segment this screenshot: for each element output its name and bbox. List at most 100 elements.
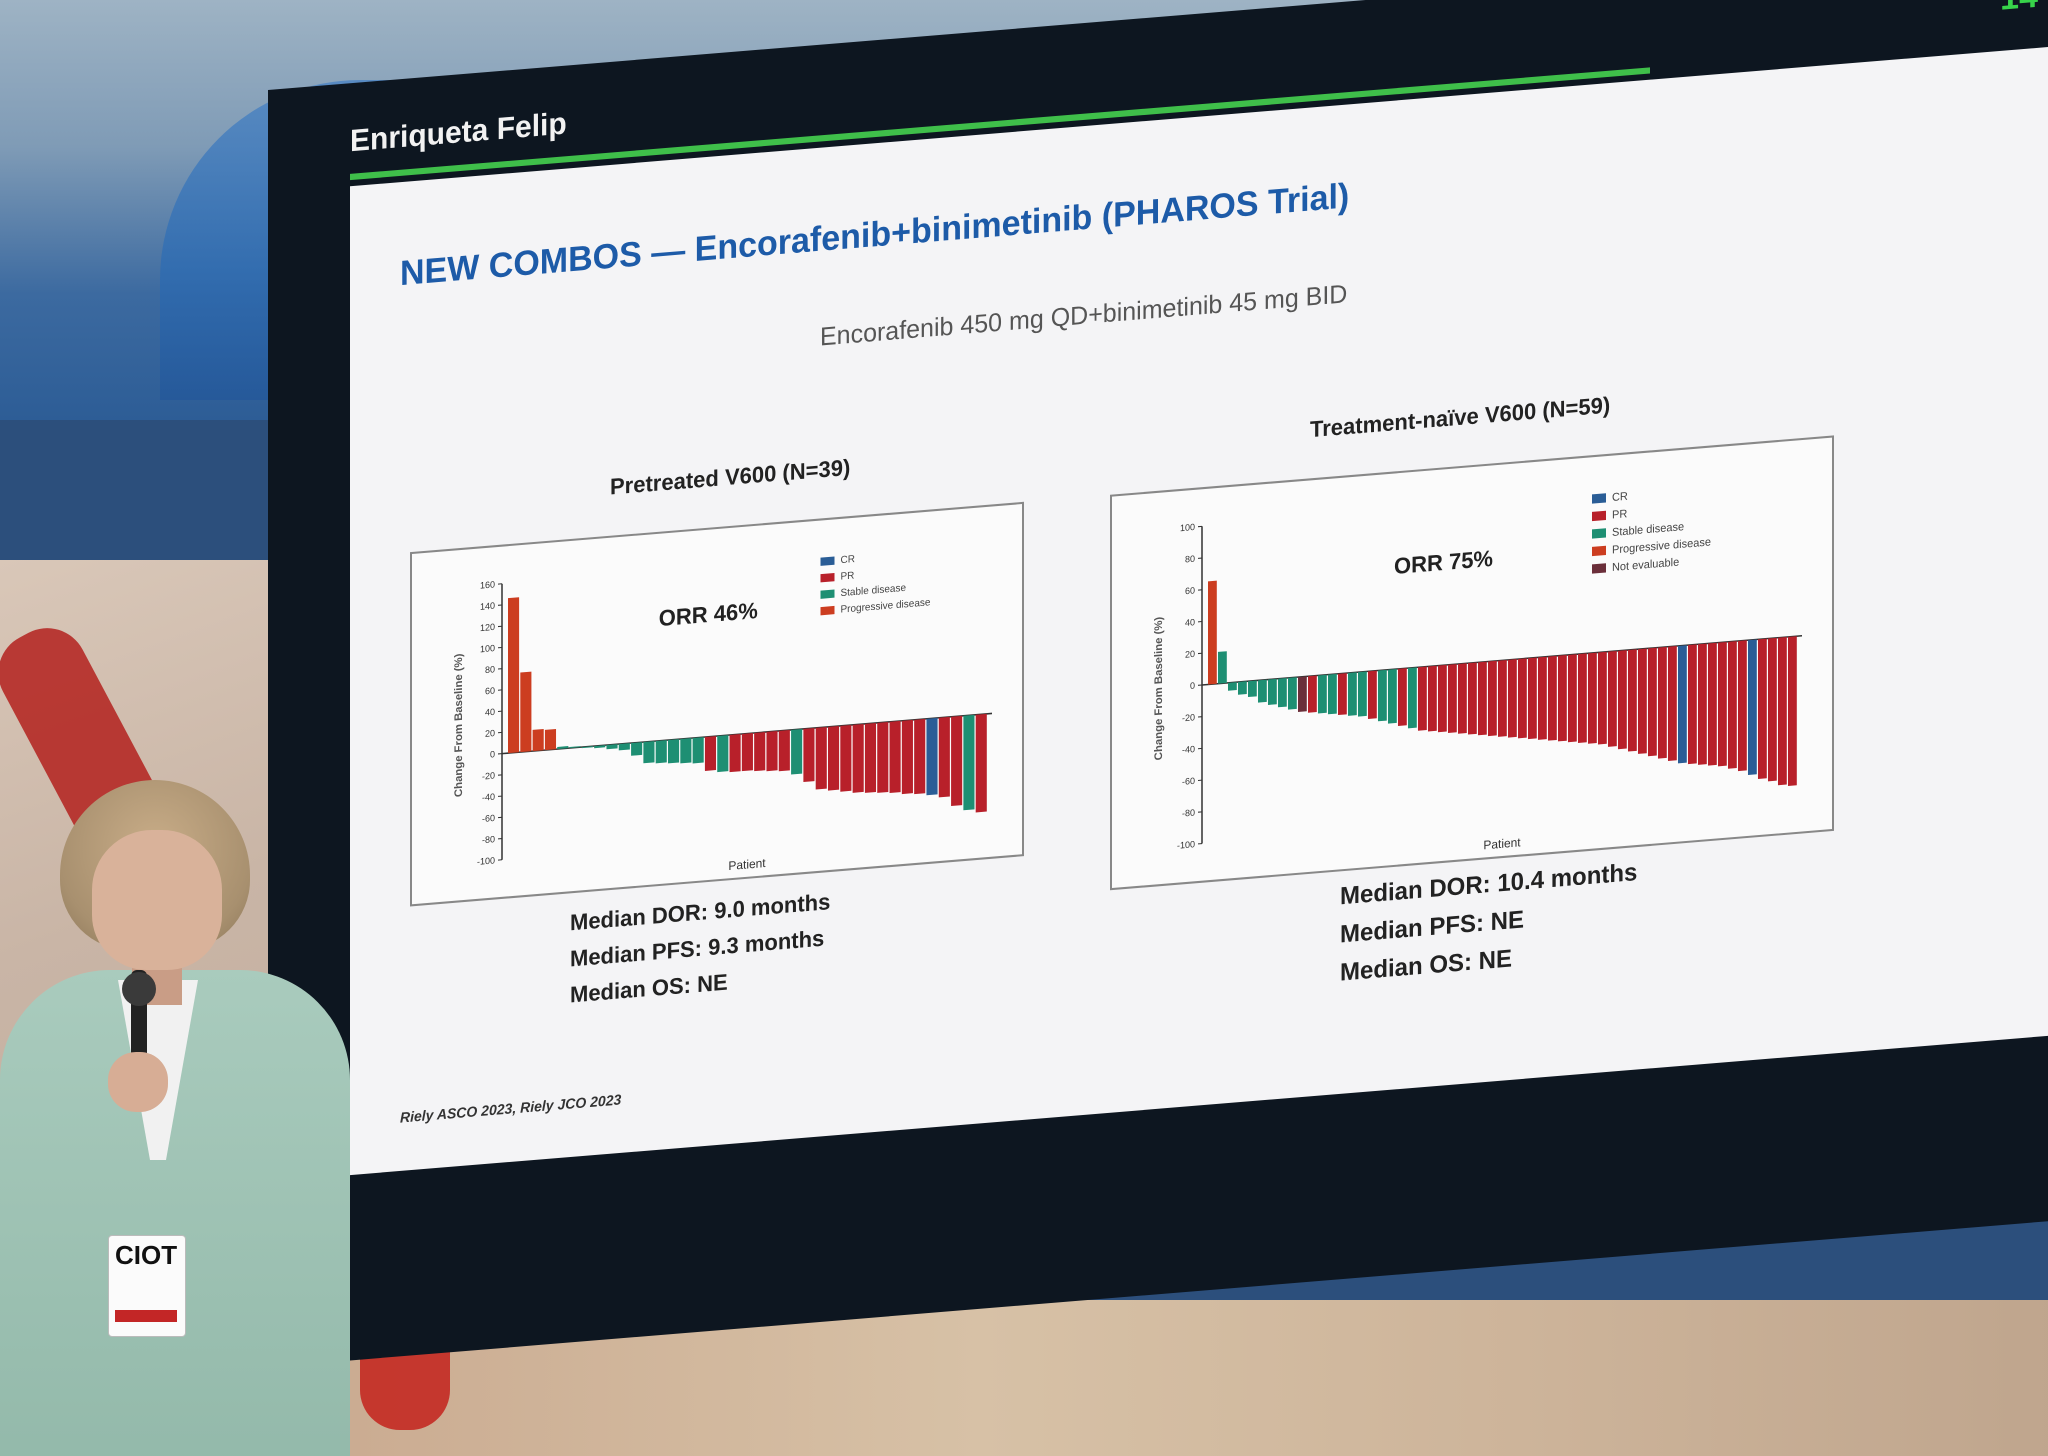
bar	[852, 723, 864, 793]
bar	[741, 733, 753, 772]
bar	[631, 742, 643, 756]
bar	[569, 746, 581, 749]
bar	[803, 727, 815, 782]
bar	[889, 720, 901, 793]
bar	[1678, 645, 1687, 764]
bar	[520, 671, 532, 753]
bar	[1618, 650, 1627, 750]
bar	[1228, 682, 1237, 691]
bar	[1538, 656, 1547, 740]
bar	[618, 743, 630, 751]
slide-title: NEW COMBOS — Encorafenib+binimetinib (PH…	[400, 176, 1350, 294]
bar	[532, 728, 544, 752]
bar	[1428, 665, 1437, 732]
waterfall-svg-pretreated: 160 140 120 100 80 60 40 20 0 -20 -40 -60 -80 -100 Cha…	[453, 554, 992, 873]
stat-os-naive: Median OS: NE	[1340, 944, 1513, 987]
bar	[1638, 648, 1647, 754]
legend-swatch	[820, 605, 835, 616]
bar	[1338, 673, 1347, 716]
waterfall-svg-naive: 100 80 60 40 20 0 -20 -40 -60 -80 -100 Change From …	[1153, 491, 1802, 852]
bar	[1718, 641, 1727, 767]
bar	[680, 738, 692, 764]
stat-pfs-naive: Median PFS: NE	[1340, 905, 1525, 949]
y-axis-label: Change From Baseline (%)	[453, 653, 465, 798]
bar	[926, 717, 938, 796]
stat-os-pretreated: Median OS: NE	[570, 969, 728, 1008]
panel-title-naive: Treatment-naïve V600 (N=59)	[1310, 391, 1611, 443]
legend-swatch	[820, 589, 835, 599]
legend-label: Progressive disease	[1612, 536, 1711, 556]
bar	[1588, 652, 1597, 744]
legend-swatch	[820, 556, 835, 566]
y-tick-label: 20	[485, 728, 495, 739]
bar	[1558, 655, 1567, 742]
bar	[1308, 675, 1317, 713]
bar	[1258, 679, 1267, 703]
bar	[606, 744, 618, 750]
bar	[1728, 641, 1737, 769]
bar	[840, 724, 852, 792]
bar	[1778, 637, 1787, 786]
bar	[1268, 678, 1277, 705]
presenter-hand	[108, 1052, 168, 1112]
legend-swatch	[1592, 510, 1606, 522]
y-tick-label: 100	[1180, 522, 1195, 533]
legend-label: CR	[1612, 491, 1628, 504]
bar	[1328, 673, 1337, 715]
y-tick-label: 100	[480, 643, 495, 654]
presentation-slide: NEW COMBOS — Encorafenib+binimetinib (PH…	[350, 46, 2048, 1176]
legend-swatch	[1592, 528, 1606, 539]
bar	[544, 729, 557, 751]
bar	[643, 741, 655, 764]
y-tick-label: 0	[490, 749, 495, 760]
bar	[1518, 658, 1527, 739]
y-axis-label: Change From Baseline (%)	[1153, 616, 1165, 761]
bar	[1468, 662, 1477, 735]
bar	[754, 732, 766, 772]
bar	[1318, 674, 1327, 714]
bar	[1768, 637, 1777, 782]
y-tick-label: -100	[477, 855, 495, 867]
bar	[1448, 664, 1457, 734]
legend-label: Stable disease	[1612, 521, 1684, 539]
y-tick-label: 40	[485, 707, 495, 718]
legend-label: Not evaluable	[1612, 556, 1679, 574]
bar	[729, 734, 741, 773]
bar	[877, 721, 889, 793]
bar	[1248, 680, 1257, 698]
bar	[1368, 670, 1377, 719]
bar	[1788, 636, 1797, 787]
legend-swatch	[1592, 493, 1606, 504]
bar	[594, 745, 606, 749]
panel-title-pretreated: Pretreated V600 (N=39)	[610, 454, 851, 500]
y-tick-label: -20	[1182, 712, 1195, 723]
y-tick-label: 80	[1185, 554, 1195, 565]
bar	[1548, 655, 1557, 741]
y-tick-label: -60	[1182, 776, 1195, 787]
y-tick-label: -40	[1182, 744, 1195, 755]
bar	[1668, 646, 1677, 761]
bar	[1688, 644, 1697, 765]
y-tick-label: 160	[480, 579, 495, 590]
y-tick-label: -20	[482, 770, 495, 781]
y-tick-label: -80	[482, 834, 495, 845]
bar	[963, 714, 975, 811]
bar	[1508, 659, 1517, 738]
bar	[1578, 653, 1587, 743]
x-axis-label: Patient	[728, 856, 766, 873]
orr-annotation: ORR 46%	[659, 598, 758, 631]
bar	[1278, 678, 1287, 708]
waterfall-chart-pretreated: 160 140 120 100 80 60 40 20 0 -20 -40 -60 -80 -100 Cha…	[410, 501, 1024, 907]
legend-label: Progressive disease	[841, 597, 931, 616]
slide-citation: Riely ASCO 2023, Riely JCO 2023	[400, 1091, 622, 1126]
bar	[1528, 657, 1537, 740]
y-tick-label: -60	[482, 813, 495, 824]
bar	[704, 736, 717, 771]
bar	[692, 737, 704, 764]
y-tick-label: 40	[1185, 617, 1195, 628]
badge-logo-text: CIOT	[115, 1240, 178, 1270]
bar	[1478, 661, 1487, 736]
y-tick-label: -80	[1182, 807, 1195, 818]
bar	[508, 597, 520, 754]
